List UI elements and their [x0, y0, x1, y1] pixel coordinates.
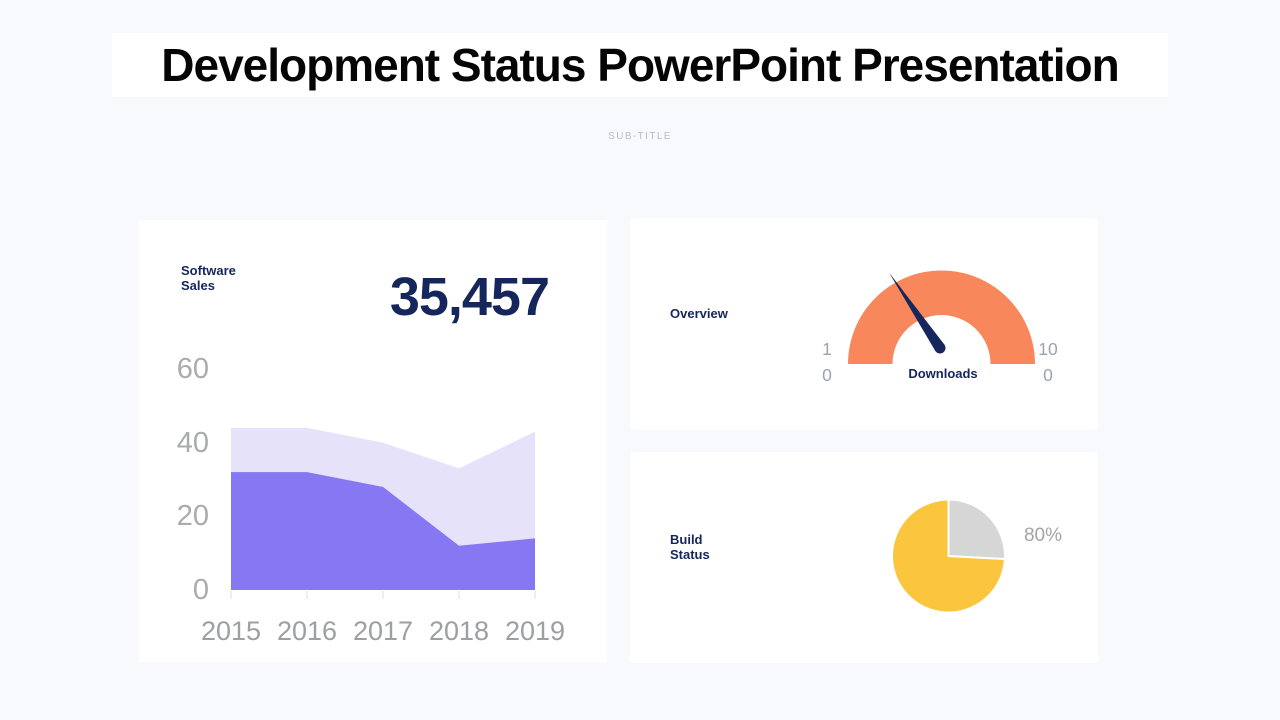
gauge-max-label-line1: 10 [1038, 339, 1058, 359]
gauge-arc [848, 270, 1035, 364]
build-status-pie-chart [891, 498, 1006, 614]
y-axis-label-20: 20 [176, 500, 209, 532]
gauge-min-label-line2: 0 [822, 365, 832, 385]
pie-percent-label: 80% [1023, 525, 1063, 546]
build-status-label: Build Status [670, 532, 710, 562]
software-sales-value: 35,457 [389, 267, 550, 327]
gauge-max-label: 10 0 [1032, 336, 1064, 388]
downloads-gauge-chart [848, 270, 1035, 364]
software-sales-area-chart [230, 427, 536, 599]
overview-label: Overview [670, 306, 728, 321]
gauge-min-label-line1: 1 [822, 339, 832, 359]
title-bar: Development Status PowerPoint Presentati… [112, 33, 1168, 97]
gauge-caption: Downloads [908, 366, 978, 381]
area-series-primary [231, 472, 535, 590]
pie-slice-remaining [947, 498, 1006, 560]
y-axis-label-60: 60 [176, 353, 209, 385]
x-axis-label-2019: 2019 [504, 616, 566, 646]
slide-subtitle: SUB-TITLE [608, 131, 672, 142]
y-axis-label-0: 0 [192, 574, 209, 606]
overview-panel: Overview 1 0 10 0 Downloads [630, 218, 1098, 430]
gauge-needle [889, 272, 945, 352]
gauge-max-label-line2: 0 [1043, 365, 1053, 385]
build-status-panel: Build Status 80% [630, 452, 1098, 663]
software-sales-label: Software Sales [181, 263, 236, 293]
y-axis-label-40: 40 [176, 427, 209, 459]
gauge-min-label: 1 0 [811, 336, 843, 388]
slide-title: Development Status PowerPoint Presentati… [161, 39, 1119, 91]
x-axis-label-2015: 2015 [200, 616, 262, 646]
software-sales-panel: Software Sales 35,457 0 20 40 60 2015 2016 201… [139, 220, 607, 662]
x-axis-label-2018: 2018 [428, 616, 490, 646]
x-axis-label-2016: 2016 [276, 616, 338, 646]
x-axis-label-2017: 2017 [352, 616, 414, 646]
